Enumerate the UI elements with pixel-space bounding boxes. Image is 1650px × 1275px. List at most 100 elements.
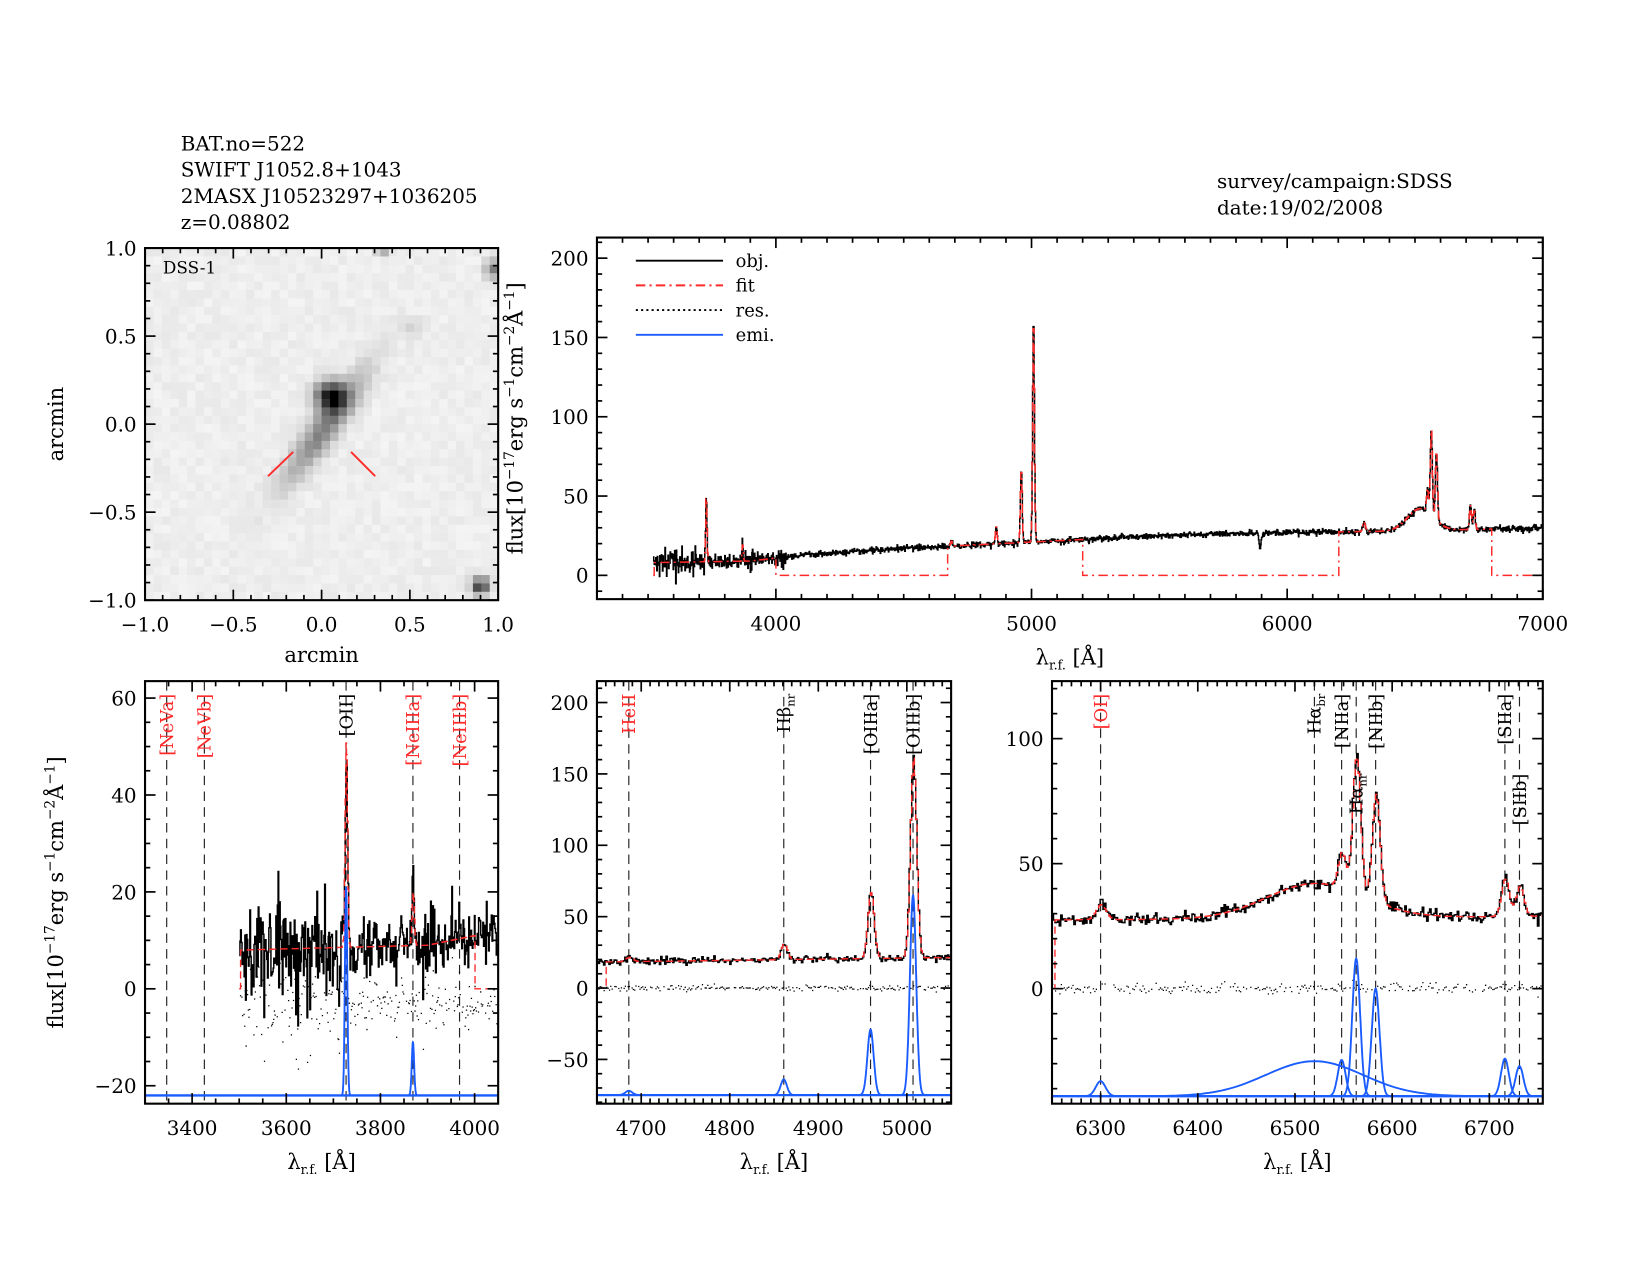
image-pixel	[153, 591, 163, 601]
image-pixel	[170, 566, 180, 576]
obj-spectrum	[1052, 752, 1543, 927]
image-pixel	[304, 281, 314, 291]
image-pixel	[262, 474, 272, 484]
image-pixel	[279, 415, 289, 425]
image-pixel	[430, 340, 440, 350]
image-pixel	[430, 298, 440, 308]
image-pixel	[447, 524, 457, 534]
image-pixel	[153, 382, 163, 392]
image-pixel	[388, 348, 398, 358]
image-pixel	[456, 340, 465, 350]
image-pixel	[397, 583, 407, 593]
image-pixel	[380, 482, 390, 492]
image-pixel	[464, 415, 474, 425]
image-pixel	[220, 524, 230, 534]
image-pixel	[161, 432, 171, 442]
image-pixel	[372, 499, 381, 509]
image-pixel	[430, 432, 440, 442]
image-pixel	[245, 491, 255, 501]
x-tick-label: 3600	[261, 1116, 312, 1140]
image-pixel	[170, 407, 180, 417]
image-pixel	[405, 298, 415, 308]
image-pixel	[489, 449, 499, 459]
image-pixel	[195, 440, 205, 450]
y-tick-label: 50	[563, 905, 588, 929]
image-pixel	[472, 549, 482, 559]
marker-label-text: HeII	[619, 694, 640, 734]
image-pixel	[287, 524, 297, 534]
image-pixel	[153, 449, 163, 459]
image-pixel	[363, 331, 373, 341]
image-pixel	[456, 549, 465, 559]
image-pixel	[254, 256, 264, 266]
image-pixel	[296, 289, 306, 299]
image-pixel	[355, 491, 365, 501]
image-pixel	[187, 482, 196, 492]
image-pixel	[161, 357, 171, 366]
image-pixel	[229, 432, 238, 442]
image-pixel	[447, 440, 457, 450]
image-pixel	[489, 398, 499, 408]
image-pixel	[338, 407, 348, 417]
image-pixel	[304, 407, 314, 417]
image-pixel	[464, 248, 474, 257]
image-pixel	[313, 373, 323, 383]
image-pixel	[195, 373, 205, 383]
x-tick-label: 6700	[1464, 1116, 1515, 1140]
image-pixel	[187, 449, 196, 459]
image-pixel	[229, 382, 238, 392]
image-pixel	[447, 315, 457, 324]
image-pixel	[178, 516, 188, 526]
image-pixel	[338, 449, 348, 459]
image-pixel	[422, 340, 432, 350]
image-pixel	[170, 365, 180, 375]
marker-label: [OIIIb]	[903, 694, 924, 755]
image-pixel	[271, 415, 280, 425]
image-pixel	[262, 415, 272, 425]
image-pixel	[338, 348, 348, 358]
image-pixel	[330, 566, 339, 576]
image-pixel	[372, 382, 381, 392]
image-pixel	[388, 440, 398, 450]
image-pixel	[355, 256, 365, 266]
image-pixel	[229, 549, 238, 559]
image-pixel	[161, 558, 171, 568]
image-pixel	[481, 541, 491, 551]
image-pixel	[254, 516, 264, 526]
image-pixel	[304, 466, 314, 475]
image-pixel	[287, 533, 297, 542]
image-pixel	[330, 340, 339, 350]
image-pixel	[422, 390, 432, 400]
image-pixel	[397, 390, 407, 400]
image-pixel	[237, 390, 247, 400]
image-pixel	[203, 382, 213, 392]
y-tick-label: 200	[550, 691, 588, 715]
image-pixel	[414, 340, 423, 350]
image-pixel	[430, 533, 440, 542]
image-pixel	[262, 323, 272, 333]
image-pixel	[262, 566, 272, 576]
image-pixel	[178, 340, 188, 350]
image-pixel	[397, 432, 407, 442]
obj-spectrum	[239, 763, 499, 1027]
image-pixel	[481, 424, 491, 433]
image-pixel	[414, 248, 423, 257]
image-pixel	[472, 440, 482, 450]
image-pixel	[313, 289, 323, 299]
image-pixel	[430, 264, 440, 274]
image-pixel	[346, 440, 356, 450]
image-pixel	[145, 549, 154, 559]
image-pixel	[212, 482, 222, 492]
marker-label: [OII]	[336, 694, 357, 737]
image-pixel	[380, 449, 390, 459]
image-pixel	[380, 248, 390, 257]
image-pixel	[414, 289, 423, 299]
image-pixel	[321, 331, 331, 341]
image-pixel	[212, 533, 222, 542]
image-pixel	[363, 373, 373, 383]
x-tick-label: 4800	[704, 1116, 755, 1140]
image-pixel	[153, 340, 163, 350]
image-pixel	[372, 541, 381, 551]
image-pixel	[287, 457, 297, 467]
image-pixel	[363, 558, 373, 568]
